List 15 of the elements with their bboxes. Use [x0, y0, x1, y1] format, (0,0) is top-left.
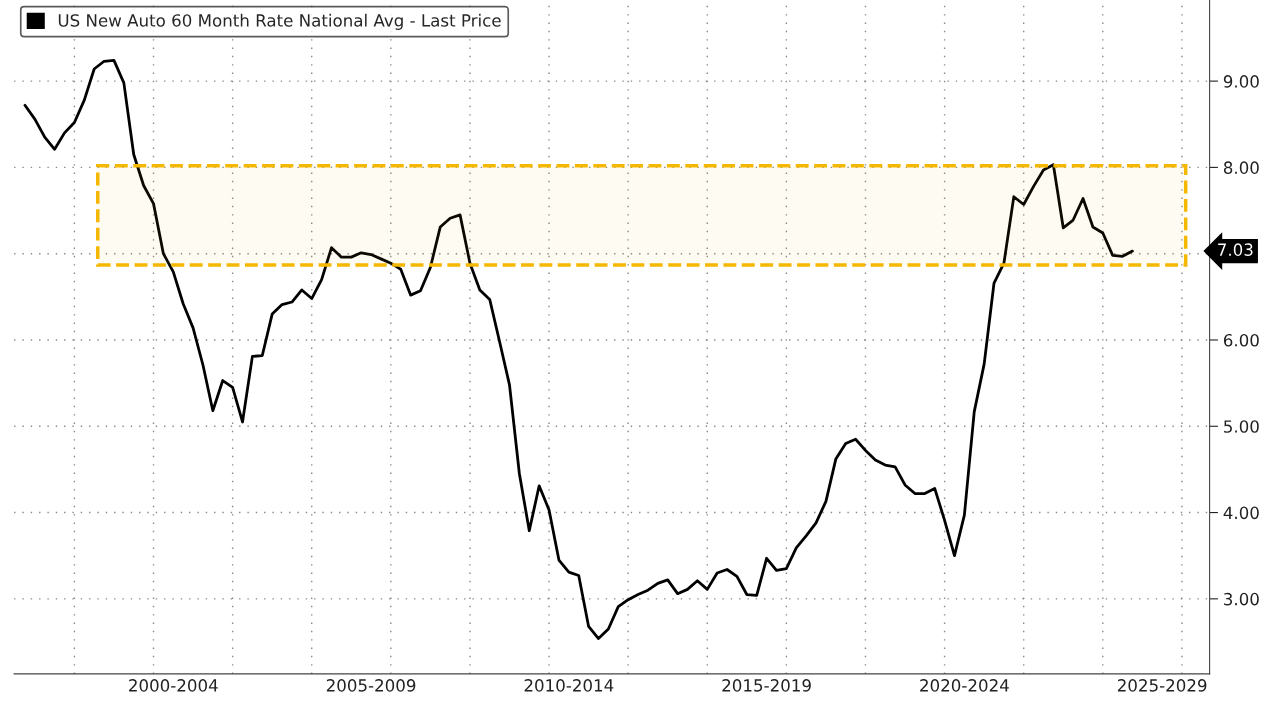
- x-tick-label: 2015-2019: [722, 679, 811, 692]
- y-tick-label: 4.00: [1223, 506, 1259, 520]
- y-tick-label: 5.00: [1224, 420, 1259, 433]
- y-tick-label: 9.00: [1223, 75, 1259, 88]
- y-tick-label: 6.00: [1223, 333, 1259, 347]
- y-tick-label: 3.00: [1224, 592, 1259, 606]
- x-tick-label: 2020-2024: [920, 679, 1009, 692]
- text: 7.03: [1218, 243, 1253, 256]
- line-series: [23, 59, 1134, 640]
- legend-label: US New Auto 60 Month Rate National Avg - Last Price: [58, 13, 501, 30]
- y-tick-label: 8.00: [1223, 161, 1259, 174]
- x-tick-label: 2025-2029: [1117, 679, 1207, 692]
- x-tick-label: 2010-2014: [524, 679, 614, 692]
- x-tick-label: 2005-2009: [326, 679, 416, 692]
- x-tick-label: 2000-2004: [129, 679, 218, 692]
